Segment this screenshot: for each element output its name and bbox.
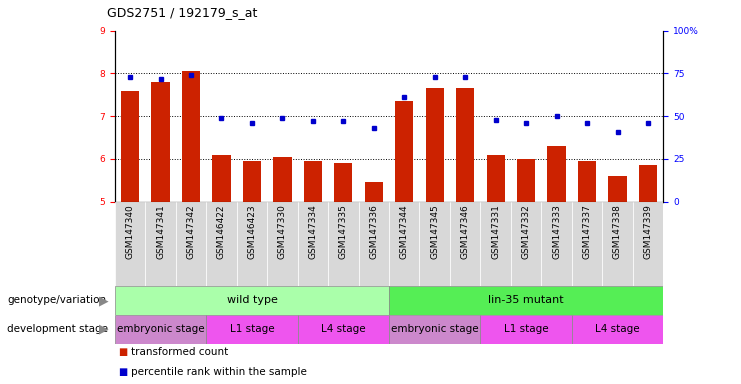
- Text: GSM147333: GSM147333: [552, 204, 561, 259]
- Bar: [542, 202, 572, 286]
- Bar: [389, 315, 480, 344]
- Text: GSM147336: GSM147336: [369, 204, 379, 259]
- Text: ▶: ▶: [99, 323, 109, 336]
- Text: embryonic stage: embryonic stage: [117, 324, 205, 334]
- Bar: [236, 202, 268, 286]
- Bar: [182, 71, 200, 202]
- Bar: [480, 315, 572, 344]
- Text: embryonic stage: embryonic stage: [391, 324, 479, 334]
- Text: GSM146423: GSM146423: [247, 204, 256, 259]
- Bar: [213, 155, 230, 202]
- Bar: [365, 182, 383, 202]
- Bar: [328, 202, 359, 286]
- Text: GSM147346: GSM147346: [461, 204, 470, 259]
- Bar: [176, 202, 206, 286]
- Text: GSM147338: GSM147338: [613, 204, 622, 259]
- Text: GSM147331: GSM147331: [491, 204, 500, 259]
- Text: GSM147332: GSM147332: [522, 204, 531, 259]
- Bar: [298, 202, 328, 286]
- Text: ▶: ▶: [99, 294, 109, 307]
- Bar: [633, 202, 663, 286]
- Bar: [151, 82, 170, 202]
- Bar: [298, 315, 389, 344]
- Bar: [608, 176, 627, 202]
- Bar: [487, 155, 505, 202]
- Bar: [121, 91, 139, 202]
- Bar: [115, 315, 206, 344]
- Text: ■: ■: [119, 367, 127, 377]
- Bar: [602, 202, 633, 286]
- Bar: [639, 165, 657, 202]
- Bar: [517, 159, 535, 202]
- Bar: [395, 101, 413, 202]
- Text: L1 stage: L1 stage: [230, 324, 274, 334]
- Bar: [243, 161, 261, 202]
- Bar: [304, 161, 322, 202]
- Bar: [334, 163, 353, 202]
- Text: GSM147345: GSM147345: [431, 204, 439, 259]
- Text: GSM147344: GSM147344: [399, 204, 409, 259]
- Bar: [389, 286, 663, 315]
- Bar: [548, 146, 565, 202]
- Text: GSM147342: GSM147342: [187, 204, 196, 259]
- Bar: [273, 157, 291, 202]
- Text: development stage: development stage: [7, 324, 108, 334]
- Bar: [115, 286, 389, 315]
- Bar: [572, 202, 602, 286]
- Bar: [389, 202, 419, 286]
- Bar: [572, 315, 663, 344]
- Text: percentile rank within the sample: percentile rank within the sample: [131, 367, 307, 377]
- Bar: [359, 202, 389, 286]
- Bar: [425, 88, 444, 202]
- Text: GSM147337: GSM147337: [582, 204, 591, 259]
- Text: GSM146422: GSM146422: [217, 204, 226, 259]
- Text: GDS2751 / 192179_s_at: GDS2751 / 192179_s_at: [107, 6, 258, 19]
- Text: wild type: wild type: [227, 295, 277, 306]
- Bar: [450, 202, 480, 286]
- Text: L4 stage: L4 stage: [595, 324, 639, 334]
- Text: GSM147339: GSM147339: [643, 204, 653, 259]
- Text: GSM147335: GSM147335: [339, 204, 348, 259]
- Bar: [578, 161, 597, 202]
- Text: L4 stage: L4 stage: [321, 324, 365, 334]
- Bar: [115, 202, 145, 286]
- Bar: [511, 202, 542, 286]
- Text: L1 stage: L1 stage: [504, 324, 548, 334]
- Bar: [456, 88, 474, 202]
- Text: GSM147340: GSM147340: [125, 204, 135, 259]
- Bar: [145, 202, 176, 286]
- Bar: [419, 202, 450, 286]
- Bar: [206, 315, 298, 344]
- Text: transformed count: transformed count: [131, 348, 228, 358]
- Text: lin-35 mutant: lin-35 mutant: [488, 295, 564, 306]
- Text: GSM147334: GSM147334: [308, 204, 317, 259]
- Bar: [206, 202, 236, 286]
- Text: ■: ■: [119, 348, 127, 358]
- Text: GSM147330: GSM147330: [278, 204, 287, 259]
- Bar: [480, 202, 511, 286]
- Bar: [268, 202, 298, 286]
- Text: GSM147341: GSM147341: [156, 204, 165, 259]
- Text: genotype/variation: genotype/variation: [7, 295, 107, 306]
